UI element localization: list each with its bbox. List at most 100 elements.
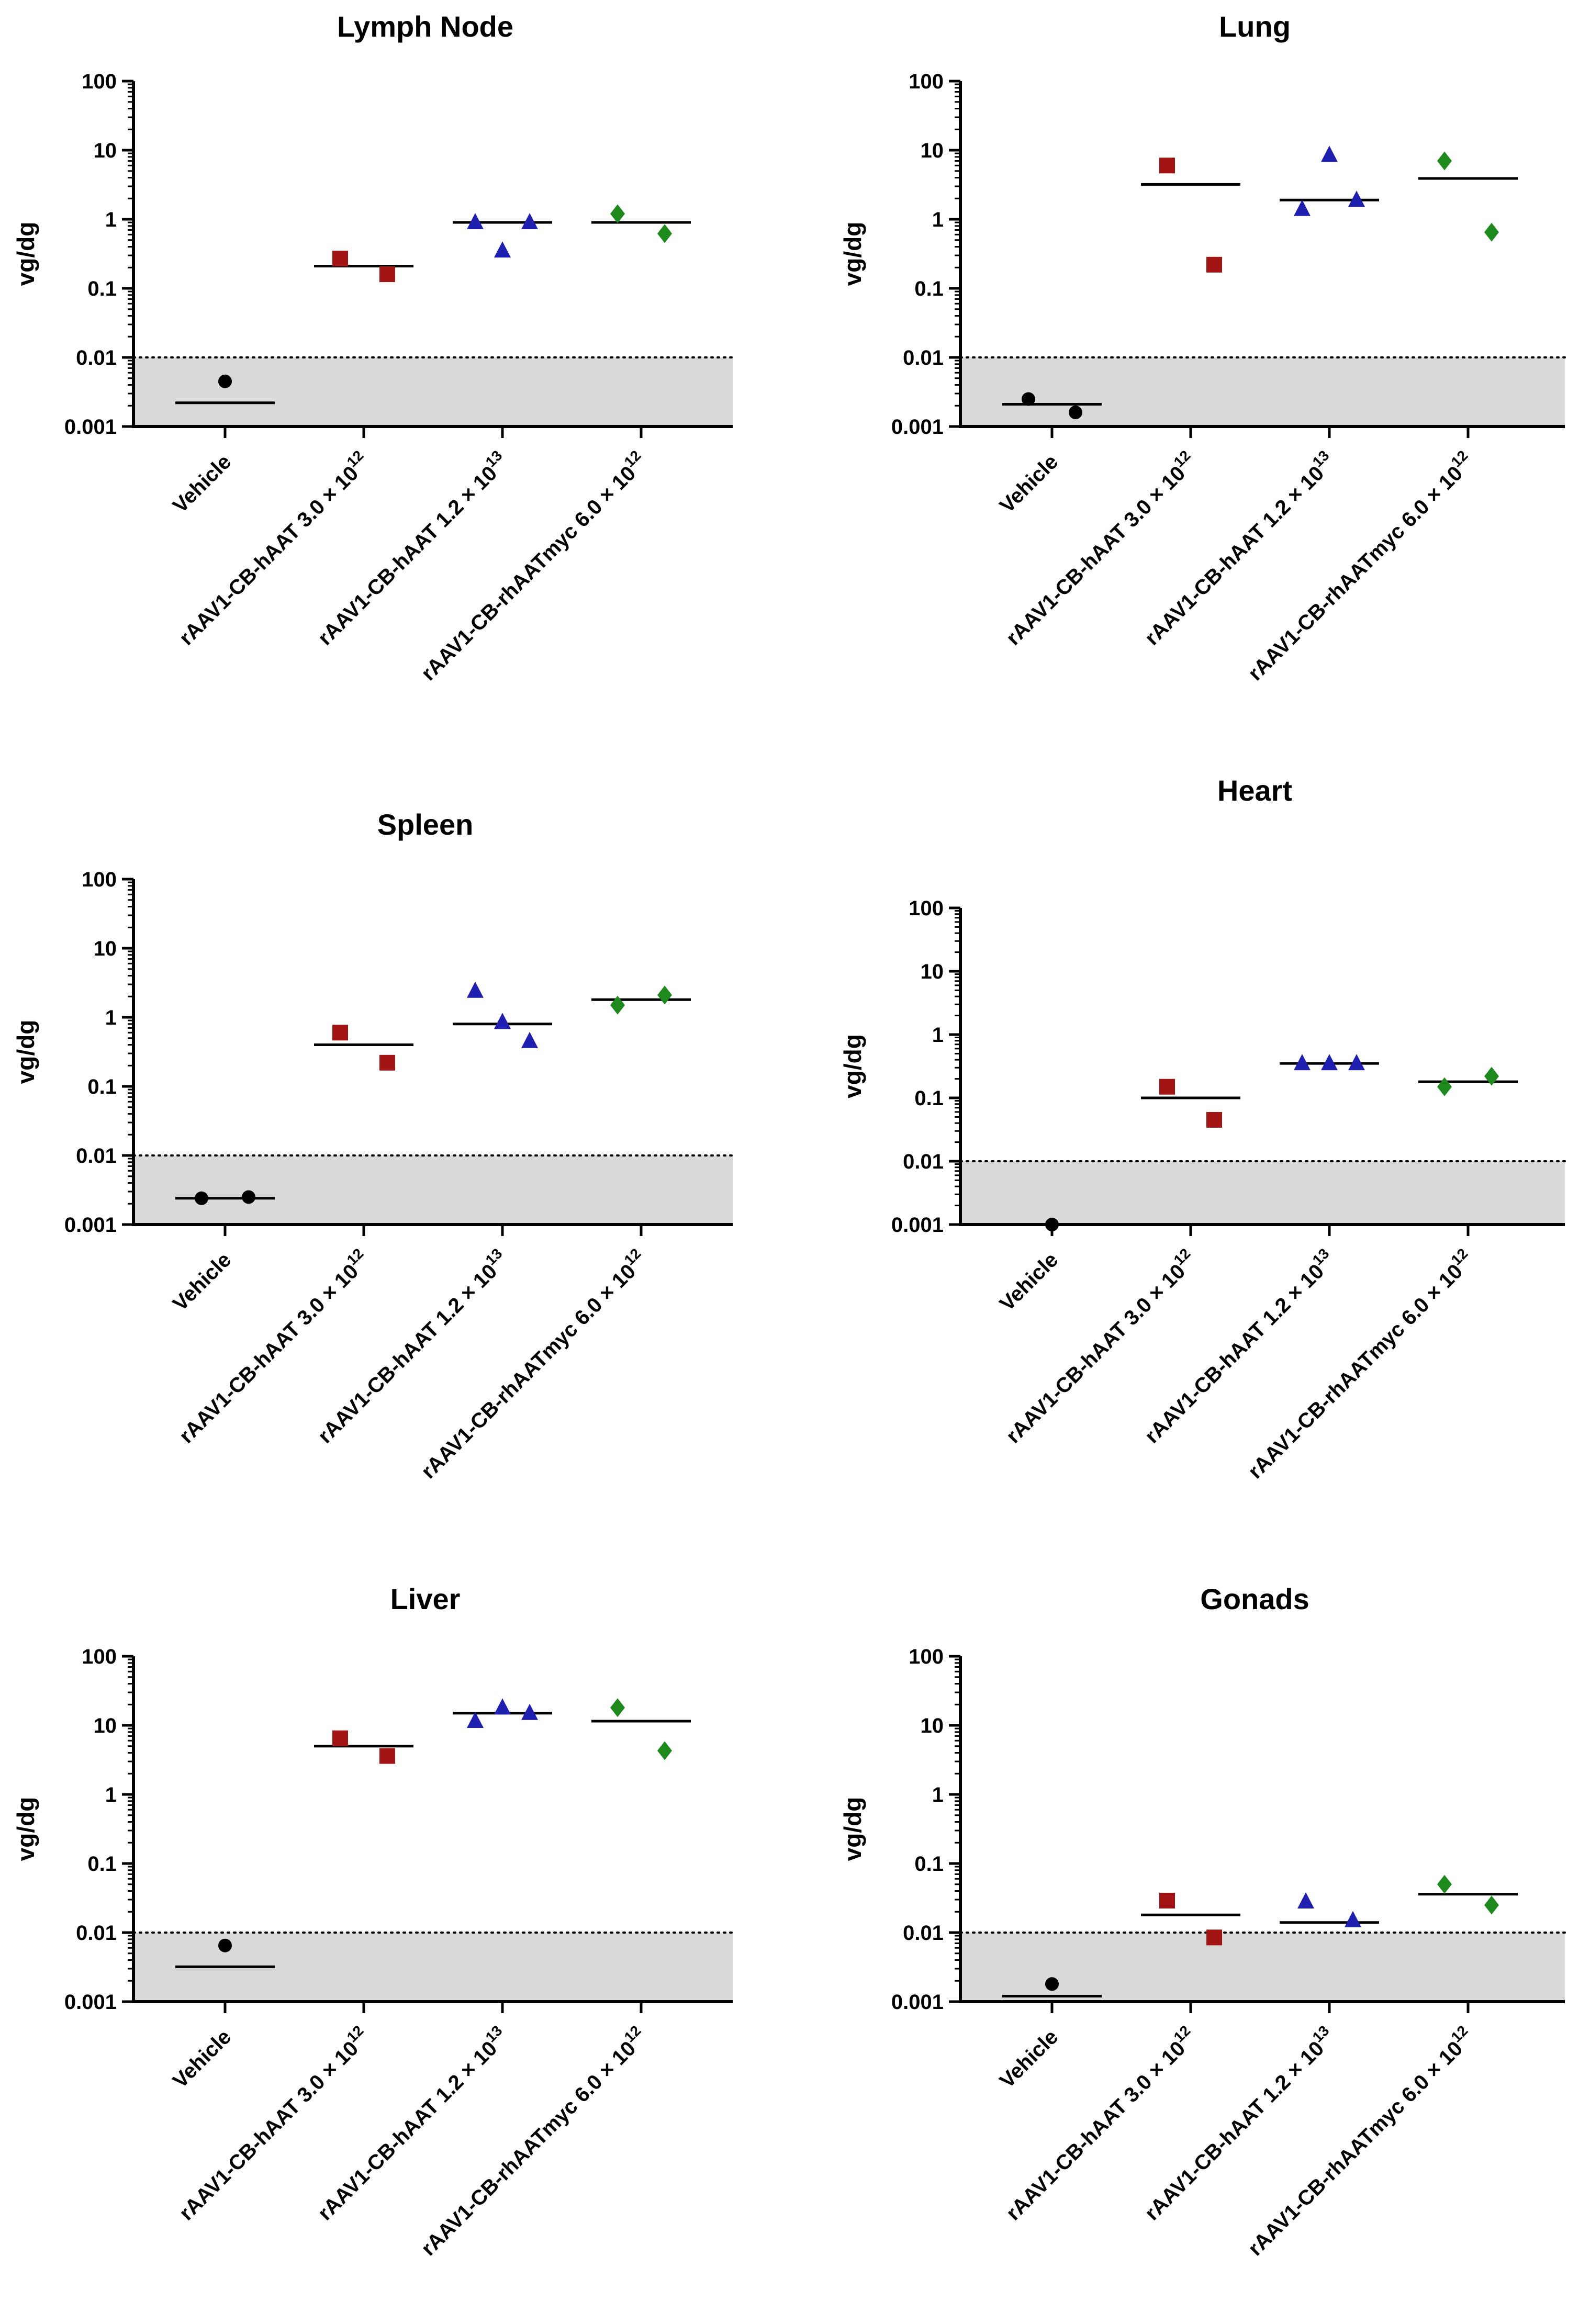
data-point-circle [218, 374, 232, 388]
panel-heart: Heart vg/dg 100 10 1 0.1 0.01 0.001 Vehicle rAAV1… [839, 774, 1566, 1484]
y-tick-label: 10 [921, 139, 944, 162]
data-point-diamond [610, 995, 625, 1015]
y-tick-label: 1 [932, 1024, 944, 1047]
category-name: rAAV1-CB-rhAATmyc 6.0 × 10 [1244, 1260, 1467, 1483]
data-point-triangle [1345, 1911, 1361, 1927]
y-tick-label: 0.001 [891, 416, 944, 439]
y-axis-label: vg/dg [12, 222, 39, 286]
data-point-diamond [610, 204, 625, 223]
y-tick-label: 0.01 [903, 346, 944, 369]
y-tick-label: 100 [82, 1645, 117, 1668]
y-tick-label: 0.001 [64, 416, 117, 439]
y-tick-label: 0.001 [64, 1991, 117, 2014]
y-tick-label: 10 [94, 937, 117, 960]
category-name: Vehicle [995, 1248, 1063, 1316]
data-point-triangle [494, 1013, 511, 1029]
x-tick-label: Vehicle [995, 2025, 1063, 2093]
data-point-triangle [1348, 190, 1365, 207]
y-tick-label: 100 [82, 868, 117, 891]
data-point-triangle [494, 1698, 511, 1715]
data-point-diamond [657, 1741, 672, 1760]
y-tick-label: 0.01 [76, 1922, 117, 1945]
category-name: Vehicle [995, 2025, 1063, 2093]
data-point-diamond [1437, 1874, 1452, 1894]
data-point-triangle [1294, 1054, 1311, 1071]
data-point-square [1159, 158, 1175, 174]
category-name: rAAV1-CB-rhAATmyc 6.0 × 10 [1244, 2037, 1467, 2260]
data-point-diamond [1437, 1077, 1452, 1096]
panel-title: Heart [1217, 774, 1292, 807]
data-point-square [379, 1054, 395, 1071]
data-point-square [332, 1730, 348, 1746]
y-tick-label: 0.01 [903, 1150, 944, 1173]
data-point-diamond [610, 1698, 625, 1717]
panel-spleen: Spleen vg/dg 100 10 1 0.1 0.01 0.001 Vehicle rAAV… [12, 808, 734, 1484]
x-tick-label: rAAV1-CB-rhAATmyc 6.0 × 1012 [1241, 1245, 1479, 1484]
x-tick-label: Vehicle [169, 450, 236, 518]
below-lloq-band [960, 357, 1565, 426]
x-tick-label: rAAV1-CB-rhAATmyc 6.0 × 1012 [414, 2023, 652, 2261]
category-name: rAAV1-CB-rhAATmyc 6.0 × 10 [417, 1260, 640, 1483]
data-point-triangle [1348, 1054, 1365, 1071]
panel-title: Lung [1219, 10, 1291, 43]
y-tick-label: 0.1 [914, 1853, 944, 1876]
data-point-square [379, 1748, 395, 1764]
panel-title: Liver [390, 1582, 461, 1615]
data-point-triangle [521, 1031, 538, 1048]
y-tick-label: 0.001 [64, 1214, 117, 1237]
y-tick-label: 0.001 [891, 1214, 944, 1237]
x-tick-label: Vehicle [995, 1248, 1063, 1316]
data-point-square [1206, 256, 1222, 273]
category-name: rAAV1-CB-rhAATmyc 6.0 × 10 [417, 2037, 640, 2260]
data-point-triangle [467, 213, 484, 230]
y-tick-label: 100 [82, 70, 117, 93]
data-point-square [379, 266, 395, 283]
y-tick-label: 0.01 [76, 346, 117, 369]
data-point-circle [218, 1938, 232, 1952]
x-tick-label: rAAV1-CB-rhAATmyc 6.0 × 1012 [414, 1245, 652, 1484]
category-name: Vehicle [995, 450, 1063, 518]
x-tick-label: rAAV1-CB-rhAATmyc 6.0 × 1012 [1241, 447, 1479, 686]
x-tick-label: Vehicle [169, 2025, 236, 2093]
category-name: Vehicle [169, 450, 236, 518]
y-tick-label: 100 [909, 897, 944, 920]
y-tick-label: 100 [909, 70, 944, 93]
below-lloq-band [133, 357, 733, 426]
y-tick-label: 1 [105, 208, 117, 231]
y-tick-label: 0.001 [891, 1991, 944, 2014]
y-tick-label: 1 [105, 1783, 117, 1806]
panel-title: Gonads [1200, 1582, 1309, 1615]
data-point-diamond [657, 985, 672, 1005]
data-point-triangle [1294, 199, 1311, 216]
below-lloq-band [133, 1155, 733, 1225]
y-tick-label: 1 [932, 208, 944, 231]
data-point-circle [242, 1190, 255, 1204]
y-tick-label: 0.1 [87, 277, 117, 300]
y-tick-label: 0.1 [914, 277, 944, 300]
panel-liver: Liver vg/dg 100 10 1 0.1 0.01 0.001 Vehicle rAAV1… [12, 1582, 734, 2261]
x-tick-label: rAAV1-CB-rhAATmyc 6.0 × 1012 [1241, 2023, 1479, 2261]
y-tick-label: 0.1 [87, 1075, 117, 1098]
data-point-square [332, 1025, 348, 1041]
y-axis-label: vg/dg [12, 1797, 39, 1861]
data-point-triangle [521, 213, 538, 230]
y-axis-label: vg/dg [839, 1034, 866, 1098]
panel-lung: Lung vg/dg 100 10 1 0.1 0.01 0.001 Vehicle rAAV1-… [839, 10, 1566, 686]
data-point-circle [1045, 1218, 1059, 1231]
y-axis-label: vg/dg [12, 1020, 39, 1084]
y-tick-label: 10 [921, 1714, 944, 1737]
y-tick-label: 0.01 [76, 1144, 117, 1167]
data-point-circle [1045, 1977, 1059, 1991]
y-tick-label: 0.1 [87, 1853, 117, 1876]
category-name: Vehicle [169, 1248, 236, 1316]
data-point-square [1206, 1112, 1222, 1128]
below-lloq-band [960, 1161, 1565, 1225]
y-tick-label: 10 [94, 1714, 117, 1737]
data-point-triangle [467, 981, 484, 998]
data-point-square [1159, 1892, 1175, 1908]
panel-lymph-node: Lymph Node vg/dg 100 10 1 0.1 0.01 0.001 Vehicle… [12, 10, 734, 685]
category-name: Vehicle [169, 2025, 236, 2093]
y-tick-label: 10 [94, 139, 117, 162]
y-axis-label: vg/dg [839, 1797, 866, 1861]
